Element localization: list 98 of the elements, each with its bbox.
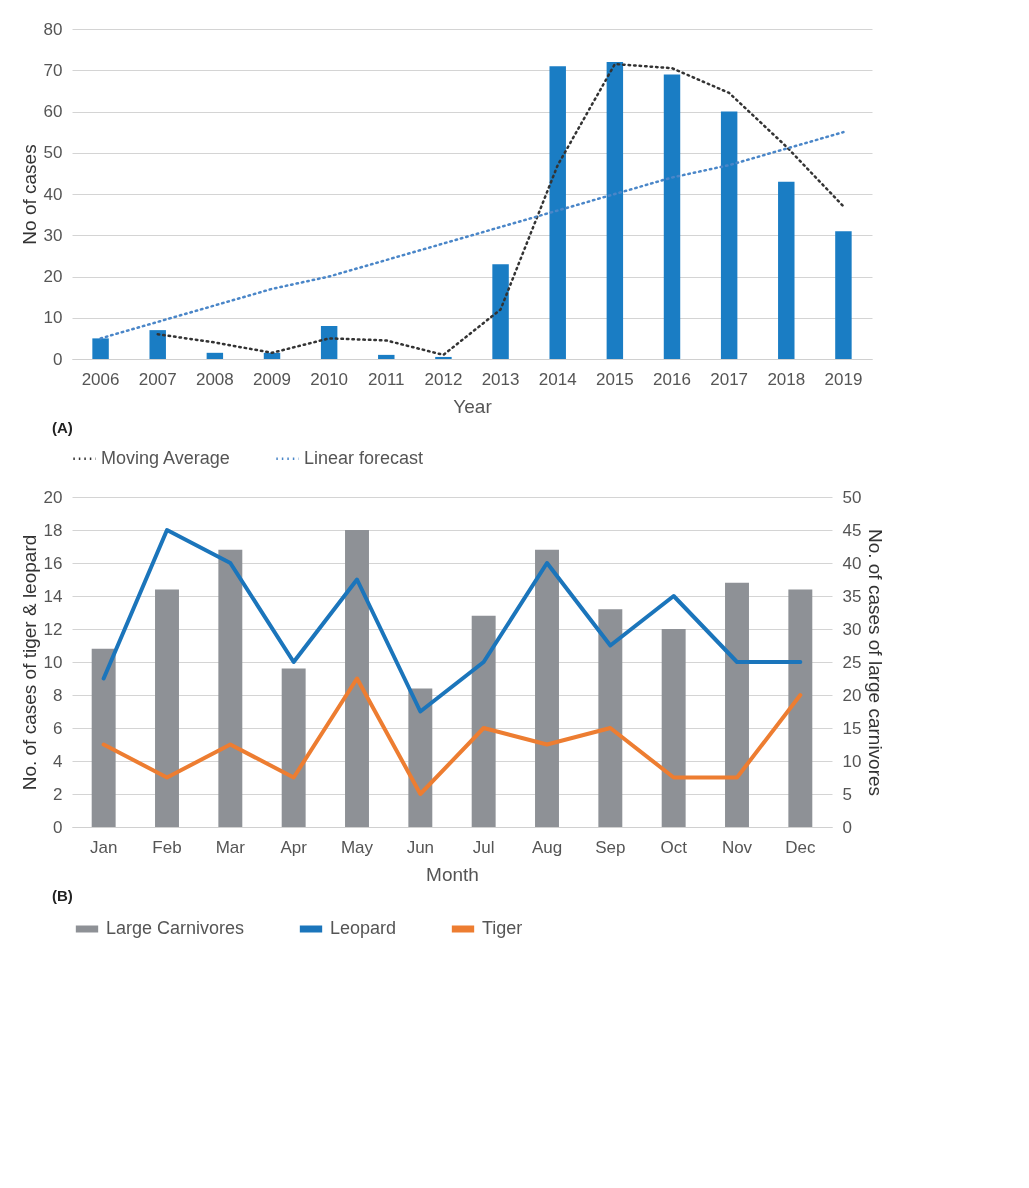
- legend-label: Large Carnivores: [106, 918, 245, 938]
- bar: [206, 352, 224, 359]
- bar: [435, 356, 452, 359]
- bar: [320, 326, 338, 359]
- y-tick-label: 20: [43, 487, 63, 507]
- y-tick-label: 18: [43, 520, 63, 540]
- y2-tick-label: 35: [842, 586, 862, 606]
- bar: [720, 111, 738, 359]
- y-tick-label: 16: [43, 553, 63, 573]
- x-tick-label: 2010: [310, 369, 349, 389]
- bar: [492, 264, 509, 359]
- y2-tick-label: 30: [842, 619, 862, 639]
- y-tick-label: 60: [43, 102, 63, 121]
- bar: [598, 609, 623, 827]
- y2-tick-label: 10: [842, 751, 862, 771]
- y-tick-label: 6: [53, 718, 63, 738]
- bar: [788, 589, 813, 827]
- y-tick-label: 0: [53, 349, 63, 369]
- text: (B): [52, 887, 73, 904]
- line-series: [101, 676, 803, 796]
- x-tick-label: 2008: [195, 369, 234, 389]
- x-tick-label: 2015: [595, 369, 634, 389]
- bar: [535, 549, 559, 827]
- text: (A): [52, 419, 73, 436]
- bar: [149, 330, 166, 359]
- y-axis-title: No. of cases of tiger & leopard: [18, 534, 40, 791]
- x-tick-label: Jun: [406, 837, 435, 857]
- y2-tick-label: 25: [842, 652, 862, 672]
- bar: [281, 668, 306, 827]
- x-axis-title: Month: [426, 863, 479, 885]
- bar: [92, 338, 109, 359]
- y-tick-label: 10: [43, 308, 63, 328]
- y-tick-label: 14: [43, 586, 63, 606]
- line-series: [156, 62, 845, 357]
- bar: [549, 66, 566, 359]
- bar: [378, 354, 395, 359]
- y-tick-label: 2: [53, 784, 63, 804]
- bar: [91, 648, 116, 827]
- legend-label: Tiger: [482, 918, 523, 938]
- y-tick-label: 10: [43, 652, 63, 672]
- y-tick-label: 30: [43, 225, 63, 245]
- legend-label: Moving Average: [101, 447, 230, 468]
- y2-tick-label: 15: [842, 718, 862, 738]
- x-tick-label: Sep: [595, 837, 626, 857]
- x-tick-label: 2012: [424, 369, 463, 389]
- bar: [835, 231, 852, 359]
- x-tick-label: 2014: [538, 369, 577, 389]
- y2-tick-label: 40: [842, 553, 862, 573]
- y-tick-label: 0: [53, 817, 63, 837]
- x-tick-label: Nov: [721, 837, 753, 857]
- y-tick-label: 50: [43, 143, 63, 163]
- y-tick-label: 70: [43, 60, 63, 80]
- x-tick-label: 2016: [653, 369, 691, 389]
- x-tick-label: 2013: [481, 369, 520, 389]
- bar: [661, 629, 686, 827]
- y2-tick-label: 0: [842, 817, 852, 837]
- y-tick-label: 40: [43, 184, 63, 204]
- line-series: [101, 528, 803, 714]
- x-tick-label: May: [340, 837, 374, 857]
- x-tick-label: 2011: [368, 369, 405, 389]
- y-tick-label: 80: [43, 19, 63, 39]
- x-tick-label: 2017: [710, 369, 749, 389]
- x-tick-label: 2018: [767, 369, 806, 389]
- line-series: [99, 130, 845, 340]
- legend-label: Linear forecast: [304, 447, 424, 468]
- bar: [778, 181, 795, 359]
- x-tick-label: Aug: [531, 837, 563, 857]
- y-tick-label: 4: [53, 751, 63, 771]
- bar: [606, 62, 624, 359]
- y2-axis-title: No. of cases of large carnivores: [865, 528, 887, 797]
- bar: [471, 615, 496, 827]
- y-tick-label: 12: [43, 619, 63, 639]
- x-tick-label: Apr: [280, 837, 308, 857]
- x-tick-label: Oct: [660, 837, 688, 857]
- y-tick-label: 8: [53, 685, 63, 705]
- y2-tick-label: 20: [842, 685, 862, 705]
- bar: [155, 589, 179, 827]
- x-tick-label: 2007: [138, 369, 177, 389]
- x-tick-label: Jan: [89, 837, 118, 857]
- bar: [663, 74, 681, 359]
- x-tick-label: Mar: [215, 837, 246, 857]
- x-tick-label: Jul: [472, 837, 495, 857]
- x-tick-label: 2019: [824, 369, 863, 389]
- y2-tick-label: 50: [842, 487, 862, 507]
- x-tick-label: 2009: [253, 369, 291, 389]
- y2-tick-label: 5: [842, 784, 852, 804]
- y-tick-label: 20: [43, 267, 63, 286]
- x-tick-label: Feb: [152, 837, 182, 857]
- y-axis-title: No of cases: [18, 144, 40, 245]
- y2-tick-label: 45: [842, 520, 862, 540]
- bar: [725, 582, 749, 827]
- x-tick-label: Dec: [785, 837, 816, 857]
- bar: [218, 549, 243, 827]
- legend-label: Leopard: [330, 918, 397, 938]
- x-tick-label: 2006: [81, 369, 120, 389]
- bar: [263, 352, 281, 359]
- x-axis-title: Year: [453, 395, 493, 417]
- bar: [345, 530, 369, 827]
